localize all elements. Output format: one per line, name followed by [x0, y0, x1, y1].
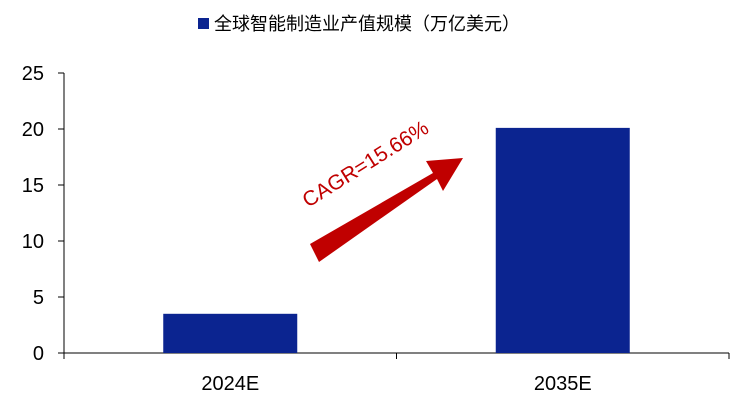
- y-tick-label: 10: [22, 231, 44, 253]
- y-tick-label: 5: [33, 287, 44, 309]
- y-tick-label: 15: [22, 175, 44, 197]
- x-tick-label: 2035E: [534, 373, 592, 395]
- bar-2024E: [163, 313, 298, 353]
- x-tick-label: 2024E: [201, 373, 259, 395]
- bars: [163, 127, 630, 353]
- bar-2035E: [495, 127, 630, 353]
- legend: 全球智能制造业产值规模（万亿美元）: [198, 14, 520, 35]
- x-ticks: 2024E 2035E: [63, 353, 730, 395]
- y-tick-label: 25: [22, 63, 44, 85]
- y-ticks: 0 5 10 15 20 25: [22, 63, 64, 365]
- cagr-label: CAGR=15.66%: [298, 116, 432, 212]
- legend-swatch: [198, 18, 209, 29]
- legend-label: 全球智能制造业产值规模（万亿美元）: [214, 14, 520, 35]
- y-tick-label: 0: [33, 343, 44, 365]
- cagr-annotation: CAGR=15.66%: [298, 116, 463, 262]
- y-tick-label: 20: [22, 119, 44, 141]
- cagr-arrow-icon: [310, 158, 463, 262]
